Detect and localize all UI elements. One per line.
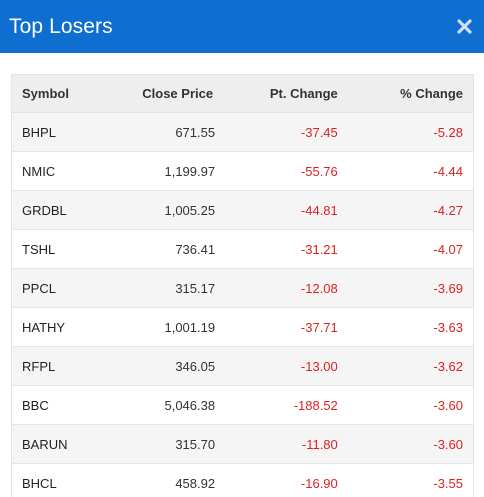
cell-pct-change: -3.62 [433, 358, 463, 374]
table-row: NMIC 1,199.97 -55.76 -4.44 [11, 151, 474, 191]
modal-title: Top Losers [9, 14, 113, 38]
cell-pt-change: -31.21 [300, 241, 338, 257]
cell-symbol: RFPL [22, 358, 56, 374]
cell-symbol: BHPL [22, 124, 56, 140]
cell-close-price: 315.17 [175, 280, 216, 296]
cell-pt-change: -37.71 [300, 319, 338, 335]
cell-symbol: BARUN [22, 436, 68, 452]
table-body: BHPL 671.55 -37.45 -5.28 NMIC 1,199.97 -… [11, 112, 474, 497]
cell-symbol: HATHY [22, 319, 66, 335]
cell-close-price: 5,046.38 [164, 397, 216, 413]
cell-pct-change: -3.60 [433, 436, 463, 452]
column-header-close-price: Close Price [107, 74, 224, 113]
cell-close-price: 671.55 [175, 124, 216, 140]
cell-pct-change: -4.27 [433, 202, 463, 218]
cell-close-price: 1,199.97 [164, 163, 216, 179]
column-header-symbol: Symbol [11, 74, 108, 113]
cell-symbol: NMIC [22, 163, 56, 179]
cell-pt-change: -37.45 [300, 124, 338, 140]
modal-body: Symbol Close Price Pt. Change % Change B… [0, 53, 484, 497]
table-row: BBC 5,046.38 -188.52 -3.60 [11, 385, 474, 425]
table-row: GRDBL 1,005.25 -44.81 -4.27 [11, 190, 474, 230]
cell-symbol: PPCL [22, 280, 56, 296]
table-row: TSHL 736.41 -31.21 -4.07 [11, 229, 474, 269]
modal-header: Top Losers [0, 0, 484, 53]
cell-close-price: 315.70 [175, 436, 216, 452]
table-row: PPCL 315.17 -12.08 -3.69 [11, 268, 474, 308]
cell-pt-change: -12.08 [300, 280, 338, 296]
table-row: BHPL 671.55 -37.45 -5.28 [11, 112, 474, 152]
cell-close-price: 346.05 [175, 358, 216, 374]
cell-pct-change: -4.44 [433, 163, 463, 179]
table-row: HATHY 1,001.19 -37.71 -3.63 [11, 307, 474, 347]
cell-close-price: 1,005.25 [164, 202, 216, 218]
cell-close-price: 736.41 [175, 241, 216, 257]
cell-symbol: GRDBL [22, 202, 67, 218]
table-row: BHCL 458.92 -16.90 -3.55 [11, 463, 474, 497]
table-header-row: Symbol Close Price Pt. Change % Change [11, 74, 474, 113]
cell-pct-change: -5.28 [433, 124, 463, 140]
cell-symbol: TSHL [22, 241, 56, 257]
column-header-pct-change: % Change [347, 74, 474, 113]
cell-pct-change: -4.07 [433, 241, 463, 257]
column-header-pt-change: Pt. Change [223, 74, 348, 113]
cell-pct-change: -3.63 [433, 319, 463, 335]
cell-pt-change: -55.76 [300, 163, 338, 179]
cell-pct-change: -3.60 [433, 397, 463, 413]
cell-pct-change: -3.69 [433, 280, 463, 296]
cell-pt-change: -16.90 [300, 475, 338, 491]
losers-table: Symbol Close Price Pt. Change % Change B… [11, 74, 474, 497]
close-icon[interactable] [454, 17, 474, 37]
cell-symbol: BBC [22, 397, 49, 413]
cell-symbol: BHCL [22, 475, 57, 491]
table-row: BARUN 315.70 -11.80 -3.60 [11, 424, 474, 464]
table-row: RFPL 346.05 -13.00 -3.62 [11, 346, 474, 386]
cell-pct-change: -3.55 [433, 475, 463, 491]
cell-close-price: 1,001.19 [164, 319, 216, 335]
cell-close-price: 458.92 [175, 475, 216, 491]
cell-pt-change: -11.80 [301, 436, 338, 452]
cell-pt-change: -13.00 [300, 358, 338, 374]
cell-pt-change: -188.52 [293, 397, 338, 413]
cell-pt-change: -44.81 [300, 202, 338, 218]
